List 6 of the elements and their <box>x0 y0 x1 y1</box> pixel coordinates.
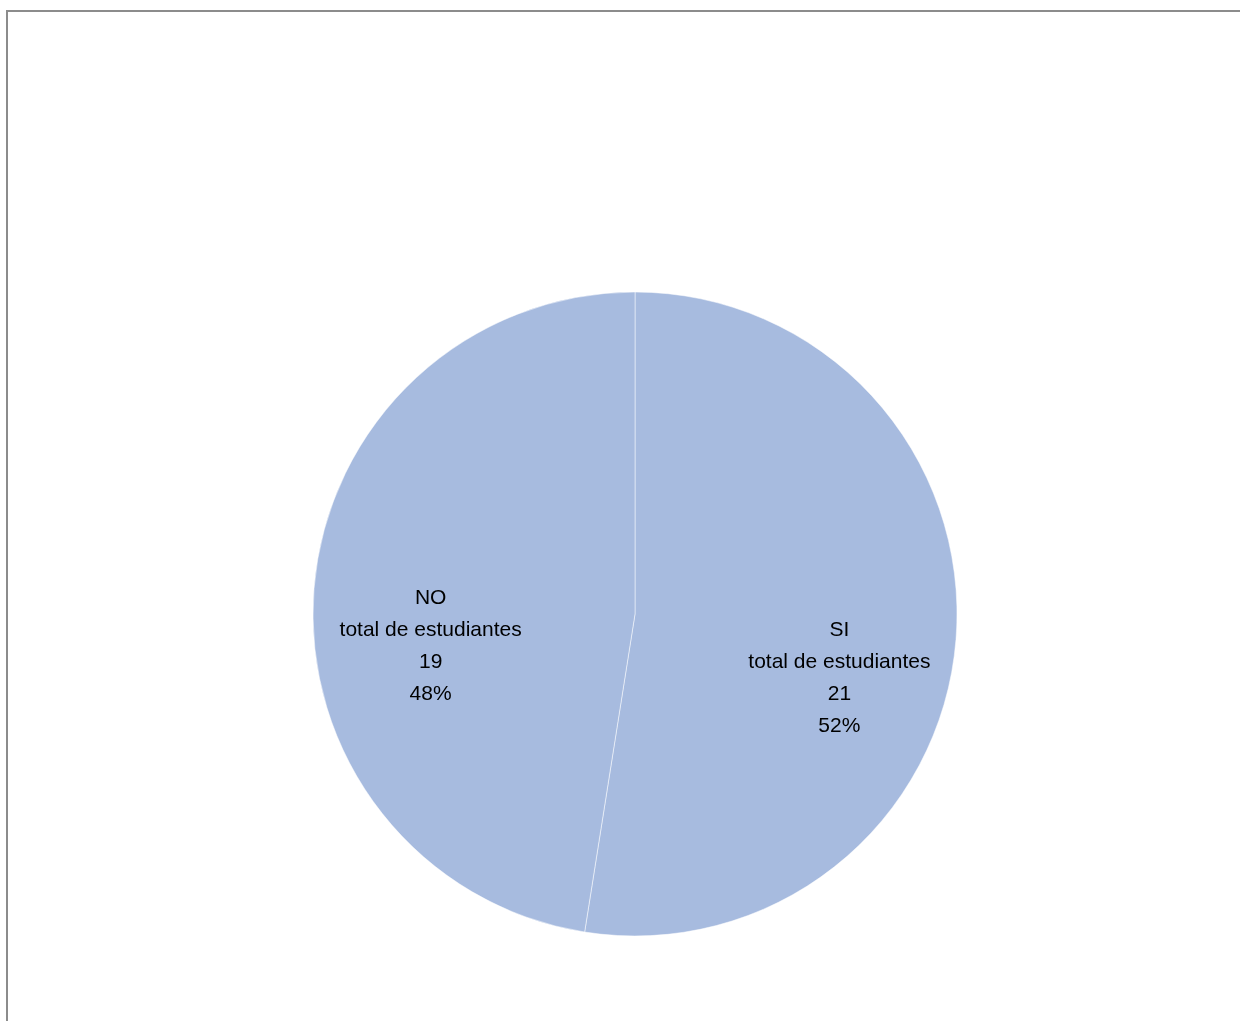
slice-label: NO <box>414 584 447 608</box>
slice-label: SI <box>829 617 850 641</box>
data-label: 19 48% <box>409 648 452 704</box>
data-label: 21 52% <box>818 681 861 737</box>
text: total de estudiantes <box>339 616 522 640</box>
slice-label: total de estudiantes <box>748 649 931 673</box>
